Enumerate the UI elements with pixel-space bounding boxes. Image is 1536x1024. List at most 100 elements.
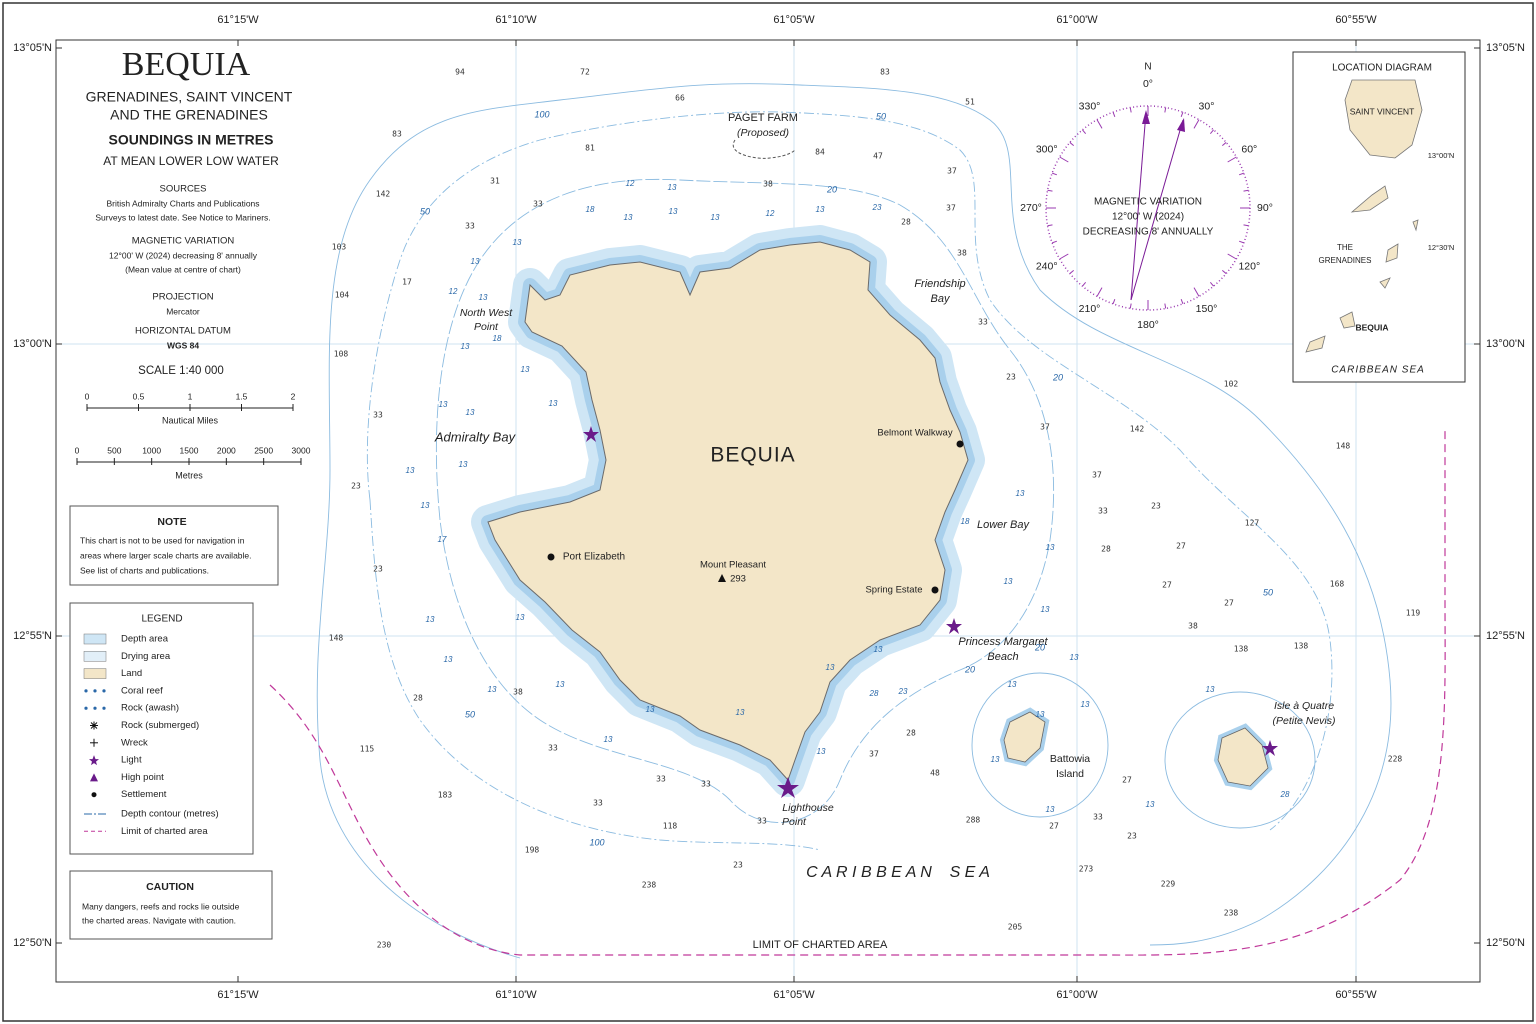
island-bequia [1339, 311, 1356, 329]
place-name: Point [782, 816, 807, 828]
compass-tick [1193, 119, 1200, 129]
info-line: WGS 84 [167, 340, 199, 350]
contour-label: 100 [534, 109, 549, 119]
compass-tick [1059, 156, 1069, 163]
place-name: Spring Estate [865, 585, 922, 596]
sounding: 102 [1224, 380, 1239, 389]
longitude-label: 61°05'W [773, 14, 815, 26]
island [1385, 243, 1399, 263]
sounding: 33 [533, 200, 543, 209]
longitude-label: 60°55'W [1335, 989, 1377, 1001]
nearshore-sounding: 28 [1280, 790, 1290, 799]
contour-50 [366, 111, 1333, 851]
compass-bearing: 60° [1241, 143, 1257, 155]
place-name: Point [474, 321, 499, 333]
diagram-title: LOCATION DIAGRAM [1332, 63, 1432, 74]
latitude-label: 13°05'N [13, 42, 52, 54]
nearshore-sounding: 13 [1041, 605, 1050, 614]
sounding: 38 [513, 688, 523, 697]
legend-symbol [90, 773, 98, 782]
nearshore-sounding: 13 [668, 183, 677, 192]
caution-box [69, 870, 273, 940]
nearshore-sounding: 13 [1146, 800, 1155, 809]
scale-tick-label: 1000 [142, 445, 161, 455]
latitude-label: 12°55'N [1486, 630, 1525, 642]
scale-tick-label: 1500 [180, 445, 199, 455]
light-symbol [583, 426, 599, 442]
scale-tick-label: 0 [75, 445, 80, 455]
compass-tick [1243, 224, 1249, 227]
sounding: 119 [1406, 609, 1421, 618]
nearshore-sounding: 13 [488, 685, 497, 694]
legend-symbol [84, 706, 88, 710]
island [1305, 335, 1326, 353]
nearshore-sounding: 13 [1036, 710, 1045, 719]
compass-tick [1243, 189, 1249, 192]
compass-tick [1180, 111, 1184, 118]
legend-symbol [93, 689, 97, 693]
place-name: Lighthouse [782, 802, 834, 814]
nearshore-sounding: 13 [1070, 653, 1079, 662]
sounding: 148 [329, 634, 344, 643]
nearshore-sounding: 13 [991, 755, 1000, 764]
sounding: 37 [947, 167, 957, 176]
compass-arrow [1130, 111, 1147, 301]
sounding: 183 [438, 791, 453, 800]
sounding: 142 [376, 190, 391, 199]
arrow-head [1177, 118, 1185, 132]
settlement-symbol [931, 586, 939, 594]
contour-isle-a-quatre [1164, 691, 1316, 829]
sounding: 238 [1224, 909, 1239, 918]
sounding: 94 [455, 68, 465, 77]
sounding: 168 [1330, 580, 1345, 589]
sounding: 104 [335, 291, 350, 300]
nearshore-sounding: 18 [961, 517, 970, 526]
compass-tick [1209, 129, 1214, 135]
nearshore-sounding: 13 [549, 399, 558, 408]
contour-label: 50 [465, 709, 475, 719]
contour-label: 50 [1263, 587, 1273, 597]
compass-tick [1221, 269, 1227, 274]
settlement-symbol [547, 553, 555, 561]
info-line: Surveys to latest date. See Notice to Ma… [95, 212, 270, 222]
compass-tick [1112, 298, 1116, 305]
island-bequia [471, 225, 985, 797]
longitude-label: 61°00'W [1056, 989, 1098, 1001]
sounding: 72 [580, 68, 590, 77]
arrow-head [1142, 110, 1150, 124]
nearshore-sounding: 13 [1004, 577, 1013, 586]
compass-text: 12°00' W (2024) [1112, 212, 1184, 223]
sounding: 28 [1101, 545, 1111, 554]
nearshore-sounding: 13 [479, 293, 488, 302]
legend-label: Rock (submerged) [121, 720, 199, 731]
caution-line: Many dangers, reefs and rocks lie outsid… [82, 901, 240, 911]
nearshore-sounding: 13 [556, 680, 565, 689]
info-heading: SOURCES [160, 184, 207, 195]
nearshore-sounding: 13 [1206, 685, 1215, 694]
place-name: Bay [931, 293, 951, 305]
subtitle: AND THE GRENADINES [110, 107, 268, 123]
legend-label: Drying area [121, 651, 171, 662]
compass-tick [1082, 281, 1087, 287]
sounding: 27 [1049, 822, 1059, 831]
sounding: 27 [1162, 581, 1172, 590]
compass-bearing: 240° [1036, 260, 1058, 272]
sounding: 38 [957, 249, 967, 258]
nearshore-sounding: 17 [438, 535, 447, 544]
diagram-label: 13°00'N [1428, 151, 1455, 160]
high-point-symbol [718, 574, 726, 582]
sounding: 81 [585, 144, 595, 153]
info-line: British Admiralty Charts and Publication… [106, 198, 259, 208]
contour-label: 100 [589, 837, 604, 847]
info-line: Mercator [166, 306, 200, 316]
compass-tick [1129, 107, 1132, 113]
scale-unit: Metres [175, 470, 203, 480]
sounding: 205 [1008, 923, 1023, 932]
sounding: 37 [869, 750, 879, 759]
island [1350, 185, 1389, 213]
sounding: 229 [1161, 880, 1176, 889]
compass-tick [1051, 172, 1058, 176]
sounding: 83 [392, 130, 402, 139]
place-name: BEQUIA [710, 444, 795, 467]
nearshore-sounding: 12 [766, 209, 775, 218]
